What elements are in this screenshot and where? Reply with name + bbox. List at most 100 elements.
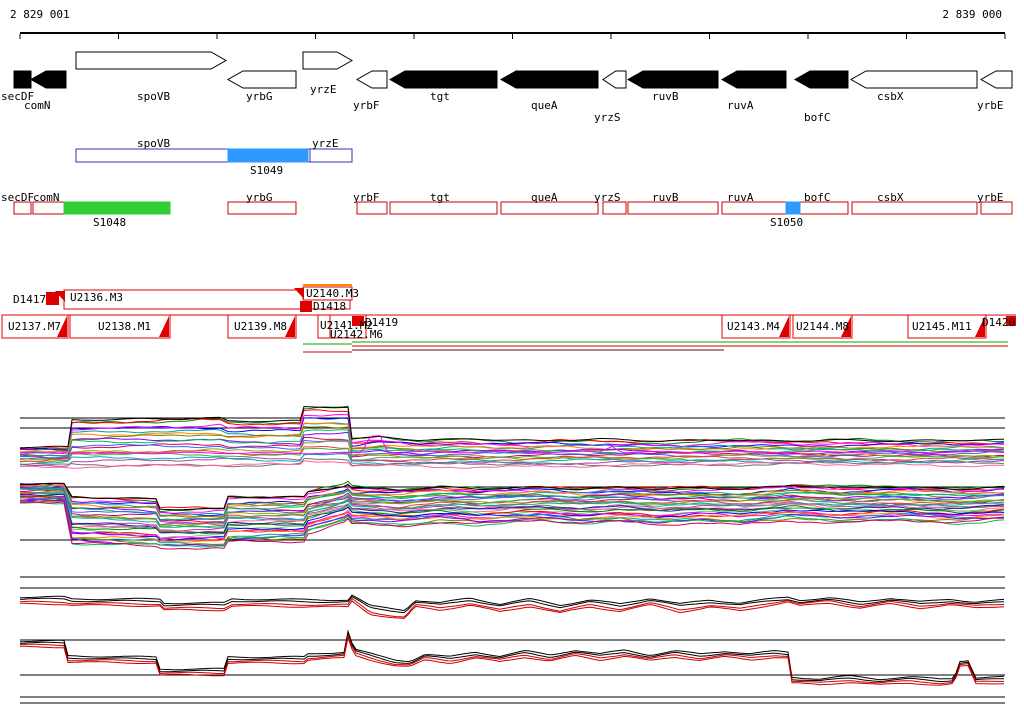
- segment-region-label-s1049: S1049: [250, 164, 283, 177]
- segment-label-yrbe: yrbE: [977, 191, 1004, 204]
- probe-direction-triangle-icon: [779, 316, 789, 337]
- expression-trace: [19, 417, 1005, 451]
- gene-secdf[interactable]: [13, 70, 32, 89]
- probe-label-u2145-m11: U2145.M11: [912, 320, 972, 333]
- segment-label-ruvb: ruvB: [652, 191, 679, 204]
- segment-label-yrzs: yrzS: [594, 191, 621, 204]
- expression-trace: [19, 453, 1005, 465]
- gene-arrow-bofc[interactable]: [793, 70, 849, 89]
- expression-trace: [19, 413, 1005, 454]
- segment-region-s1049[interactable]: [227, 148, 309, 163]
- segment-box-csbx[interactable]: [851, 201, 978, 215]
- segment-box-secdf[interactable]: [13, 201, 32, 215]
- segment-box-yrbf[interactable]: [356, 201, 388, 215]
- gene-arrow-spovb[interactable]: [75, 51, 228, 70]
- probe-marker-d1417[interactable]: [46, 292, 59, 305]
- probe-label-u2142-m6: U2142.M6: [330, 328, 383, 341]
- expression-trace: [19, 491, 1005, 527]
- segment-box-tgt[interactable]: [389, 201, 498, 215]
- segment-box-ruvb[interactable]: [627, 201, 719, 215]
- gene-arrow-tgt[interactable]: [388, 70, 498, 89]
- expression-trace: [19, 498, 1005, 541]
- probe-label-u2140-m3: U2140.M3: [306, 287, 359, 300]
- gene-label-yrbf: yrbF: [353, 99, 380, 112]
- segment-label-secdf: secDF: [1, 191, 34, 204]
- probe-label-u2141-m2: U2141.M2: [320, 319, 373, 332]
- gene-arrow-comn[interactable]: [29, 70, 67, 89]
- segment-box-yrzs[interactable]: [602, 201, 627, 215]
- gene-label-bofc: bofC: [804, 111, 831, 124]
- probe-marker-label-d1417: D1417: [13, 293, 46, 306]
- expression-trace: [19, 494, 1005, 533]
- segment-label-quea: queA: [531, 191, 558, 204]
- expression-trace: [19, 491, 1005, 528]
- segment-label-spovb: spoVB: [137, 137, 170, 150]
- probe-direction-triangle-icon: [975, 316, 985, 337]
- signal-trace: [19, 595, 1005, 614]
- gene-label-tgt: tgt: [430, 90, 450, 103]
- gene-arrow-csbx[interactable]: [849, 70, 978, 89]
- expression-trace: [19, 480, 1005, 513]
- expression-trace: [20, 487, 1005, 518]
- probe-label-u2138-m1: U2138.M1: [98, 320, 151, 333]
- segment-box-yrze[interactable]: [309, 148, 353, 163]
- expression-trace: [19, 495, 1005, 542]
- probe-box-u2138-m1[interactable]: [69, 314, 171, 339]
- probe-label-u2144-m8: U2144.M8: [796, 320, 849, 333]
- probe-box-u2144-m8[interactable]: [792, 314, 853, 339]
- probe-marker-label-d1419: D1419: [365, 316, 398, 329]
- gene-label-secdf: secDF: [1, 90, 34, 103]
- probe-direction-triangle-icon: [57, 316, 67, 337]
- expression-trace: [19, 452, 1005, 467]
- segment-region-s1048[interactable]: [63, 201, 171, 215]
- gene-label-csbx: csbX: [877, 90, 904, 103]
- segment-label-bofc: bofC: [804, 191, 831, 204]
- probe-box-u2143-m4[interactable]: [721, 314, 791, 339]
- signal-trace: [20, 482, 1005, 511]
- segment-label-yrbf: yrbF: [353, 191, 380, 204]
- gene-label-ruvb: ruvB: [652, 90, 679, 103]
- expression-trace: [19, 484, 1005, 514]
- signal-trace: [19, 630, 1005, 683]
- probe-label-u2139-m8: U2139.M8: [234, 320, 287, 333]
- expression-trace: [19, 499, 1005, 547]
- segment-label-csbx: csbX: [877, 191, 904, 204]
- gene-label-comn: comN: [24, 99, 51, 112]
- gene-arrow-ruva[interactable]: [720, 70, 787, 89]
- signal-trace: [19, 597, 1005, 618]
- gene-arrow-quea[interactable]: [499, 70, 599, 89]
- expression-trace: [19, 458, 1005, 468]
- probe-label-u2136-m3: U2136.M3: [70, 291, 123, 304]
- gene-arrow-yrbg[interactable]: [226, 70, 297, 89]
- gene-arrow-yrze[interactable]: [302, 51, 354, 70]
- probe-marker-d1419[interactable]: [352, 316, 364, 326]
- gene-label-yrzs: yrzS: [594, 111, 621, 124]
- expression-trace: [19, 484, 1005, 519]
- segment-region-s1050[interactable]: [785, 201, 801, 215]
- probe-box-u2145-m11[interactable]: [907, 314, 987, 339]
- gene-arrow-yrbe[interactable]: [979, 70, 1013, 89]
- probe-marker-d1420[interactable]: [1006, 316, 1016, 326]
- signal-trace: [20, 600, 1005, 619]
- segment-box-quea[interactable]: [500, 201, 599, 215]
- expression-trace: [19, 501, 1005, 550]
- gene-arrow-yrbf[interactable]: [355, 70, 388, 89]
- probe-marker-d1418[interactable]: [300, 301, 312, 312]
- segment-box-yrbe[interactable]: [980, 201, 1013, 215]
- expression-trace: [19, 429, 1005, 458]
- signal-trace: [20, 405, 1004, 449]
- probe-direction-triangle-icon: [285, 316, 295, 337]
- probe-direction-triangle-icon: [841, 316, 851, 337]
- gene-arrow-yrzs[interactable]: [602, 70, 627, 89]
- expression-trace: [19, 499, 1005, 543]
- probe-marker-label-d1418: D1418: [313, 300, 346, 313]
- probe-label-u2143-m4: U2143.M4: [727, 320, 780, 333]
- probe-box-u2139-m8[interactable]: [227, 314, 297, 339]
- probe-box-u2137-m7[interactable]: [1, 314, 69, 339]
- signal-trace: [19, 633, 1005, 685]
- gene-arrow-ruvb[interactable]: [626, 70, 719, 89]
- segment-region-label-s1050: S1050: [770, 216, 803, 229]
- segment-box-yrbg[interactable]: [227, 201, 297, 215]
- gene-label-quea: queA: [531, 99, 558, 112]
